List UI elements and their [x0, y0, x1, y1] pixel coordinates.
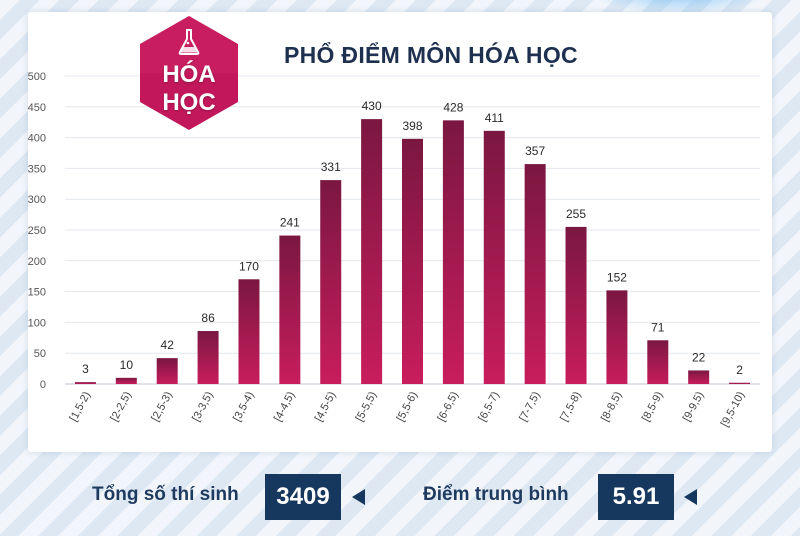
- bar: [320, 180, 342, 384]
- data-label: 357: [525, 144, 545, 158]
- x-tick-label: [9,5-10): [719, 390, 747, 429]
- y-tick-label: 400: [28, 133, 46, 145]
- bar: [729, 382, 751, 384]
- average-score-value: 5.91: [598, 474, 674, 520]
- total-candidates-label: Tổng số thí sinh: [92, 484, 239, 505]
- bar: [238, 279, 260, 384]
- data-label: 255: [566, 207, 586, 221]
- y-tick-label: 450: [28, 102, 46, 114]
- x-tick-label: [6,5-7): [476, 390, 502, 424]
- x-tick-label: [1,5-2): [68, 390, 94, 424]
- data-label: 71: [651, 320, 665, 334]
- data-label: 22: [692, 350, 706, 364]
- bar: [606, 290, 628, 384]
- average-score-label: Điểm trung bình: [423, 484, 569, 505]
- x-tick-label: [5,5-6): [395, 390, 421, 424]
- x-tick-label: [4-4,5): [272, 390, 298, 424]
- y-tick-label: 300: [28, 194, 46, 206]
- y-tick-label: 350: [28, 163, 46, 175]
- y-tick-label: 250: [28, 225, 46, 237]
- data-label: 331: [321, 160, 341, 174]
- bar-chart: 0 50 100 150 200 250 300 350 400 450 500 3 [1,5-2) 1…: [28, 71, 760, 429]
- data-label: 42: [161, 338, 175, 352]
- y-tick-label: 0: [40, 379, 46, 391]
- data-label: 411: [485, 111, 504, 125]
- x-tick-label: [2,5-3): [149, 390, 175, 424]
- bar: [402, 138, 423, 384]
- x-tick-label: [8,5-9): [640, 390, 666, 424]
- chart-title: PHỔ ĐIỂM MÔN HÓA HỌC: [284, 42, 578, 68]
- data-label: 152: [607, 270, 627, 284]
- data-label: 10: [120, 358, 134, 372]
- bar: [647, 340, 669, 384]
- data-label: 428: [443, 100, 463, 114]
- data-label: 2: [736, 363, 743, 377]
- bar: [483, 130, 505, 384]
- background-glow: [590, 0, 770, 15]
- y-tick-label: 50: [34, 348, 46, 360]
- x-tick-label: [3-3,5): [190, 390, 216, 424]
- data-label: 170: [239, 259, 259, 273]
- bar: [74, 382, 96, 384]
- bar: [565, 226, 587, 384]
- y-tick-label: 100: [28, 317, 46, 329]
- x-tick-label: [7,5-8): [558, 390, 584, 424]
- flask-icon: [178, 29, 200, 55]
- data-label: 241: [280, 216, 300, 230]
- x-tick-label: [8-8,5): [599, 390, 625, 424]
- x-tick-label: [2-2,5): [108, 390, 134, 424]
- data-label: 430: [362, 99, 382, 113]
- bar: [115, 377, 137, 384]
- subject-badge: HÓA HỌC: [137, 14, 241, 132]
- data-label: 3: [82, 362, 89, 376]
- bar: [524, 164, 546, 384]
- y-tick-label: 500: [28, 71, 46, 83]
- x-tick-label: [6-6,5): [436, 390, 462, 424]
- data-label: 86: [201, 311, 215, 325]
- pointer-left-icon: [352, 489, 365, 505]
- x-tick-label: [7-7,5): [517, 390, 543, 424]
- bar: [688, 370, 710, 384]
- data-label: 398: [402, 119, 422, 133]
- bar: [361, 119, 383, 385]
- x-tick-label: [4,5-5): [313, 390, 339, 424]
- total-candidates-value: 3409: [265, 474, 341, 520]
- x-tick-label: [5-5,5): [354, 390, 380, 424]
- badge-line-2: HỌC: [162, 89, 216, 116]
- hexagon-shape: [140, 16, 238, 130]
- pointer-left-icon: [684, 489, 697, 505]
- bar: [156, 358, 178, 384]
- y-tick-label: 200: [28, 256, 46, 268]
- bar: [197, 331, 219, 384]
- x-tick-label: [3,5-4): [231, 390, 257, 424]
- bar: [279, 235, 301, 384]
- bar: [442, 120, 464, 385]
- x-tick-label: [9-9,5): [681, 390, 707, 424]
- y-tick-label: 150: [28, 287, 46, 299]
- badge-line-1: HÓA: [162, 61, 216, 88]
